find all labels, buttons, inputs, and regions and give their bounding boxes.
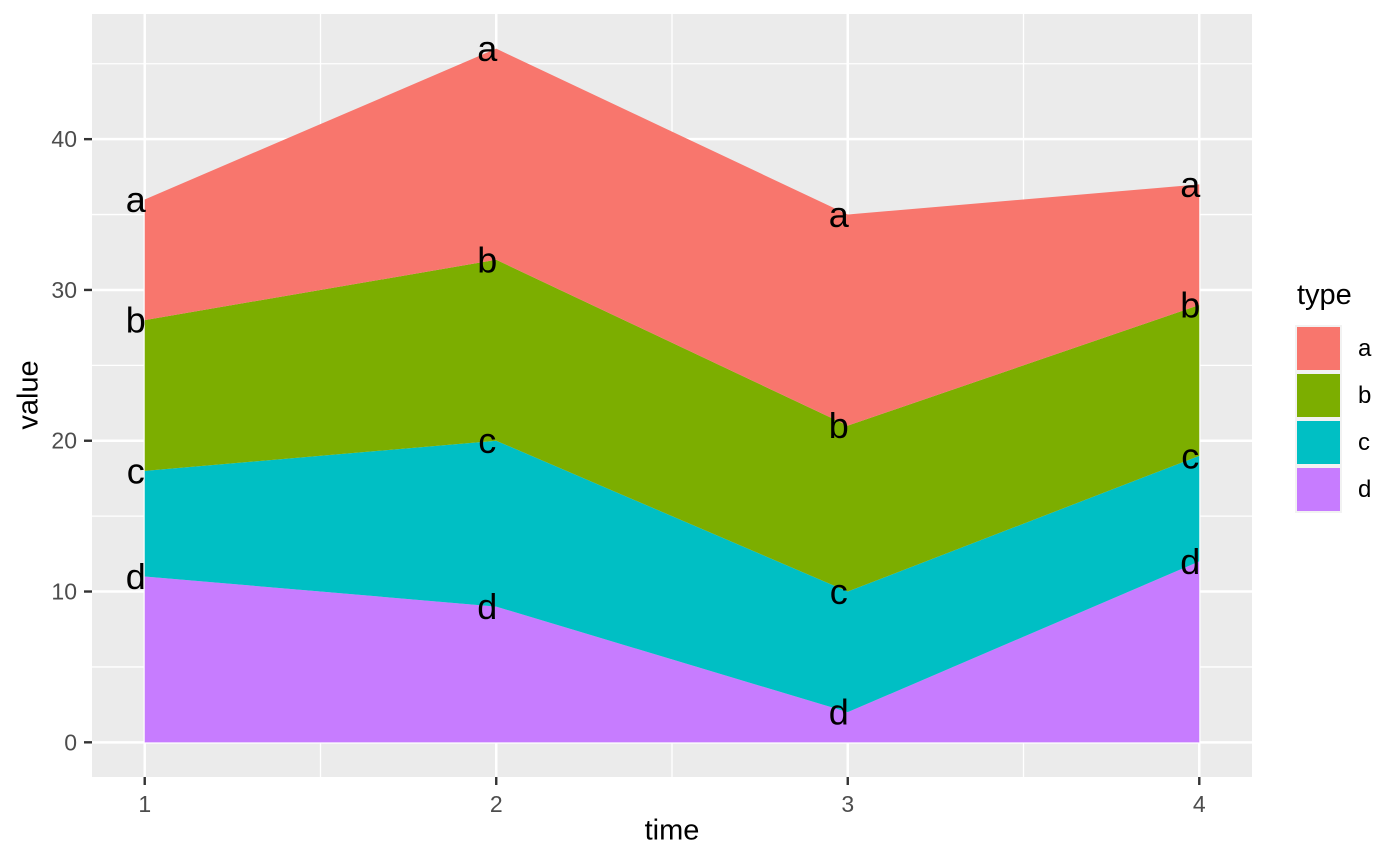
legend-key-swatch [1297, 327, 1340, 370]
point-label-d: d [126, 556, 146, 597]
y-axis-title: value [12, 360, 45, 430]
legend-item-a: a [1297, 327, 1371, 370]
point-label-d: d [1180, 541, 1200, 582]
point-label-d: d [829, 692, 849, 733]
area-a [144, 48, 1200, 426]
legend-item-label: c [1358, 428, 1370, 456]
y-tick-label: 40 [51, 126, 77, 152]
point-label-b: b [126, 300, 146, 341]
legend-item-label: b [1358, 381, 1372, 409]
legend-item-b: b [1297, 374, 1371, 417]
point-label-b: b [1180, 285, 1200, 326]
point-label-b: b [477, 239, 497, 280]
x-tick-label: 3 [841, 791, 854, 817]
point-label-a: a [126, 179, 147, 220]
point-label-c: c [830, 571, 848, 612]
legend-key-swatch [1297, 374, 1340, 417]
y-tick-label: 0 [64, 729, 77, 755]
y-tick-label: 10 [51, 579, 77, 605]
x-tick-label: 1 [138, 791, 151, 817]
y-tick-label: 20 [51, 428, 77, 454]
area-c [144, 440, 1200, 713]
area-d [144, 561, 1200, 743]
legend-item-label: d [1358, 475, 1372, 503]
y-tick-label: 30 [51, 277, 77, 303]
x-axis-title: time [644, 814, 700, 847]
point-label-a: a [829, 194, 850, 235]
legend-item-d: d [1297, 468, 1371, 511]
point-label-c: c [478, 420, 496, 461]
point-label-c: c [1181, 435, 1199, 476]
area-b [144, 259, 1200, 592]
legend-item-label: a [1358, 334, 1372, 362]
legend-key-swatch [1297, 468, 1340, 511]
point-label-b: b [829, 405, 849, 446]
legend-title: type [1297, 279, 1352, 311]
legend-key-swatch [1297, 421, 1340, 464]
x-tick-label: 4 [1193, 791, 1206, 817]
x-tick-label: 2 [490, 791, 503, 817]
point-label-a: a [477, 28, 498, 69]
point-label-a: a [1180, 164, 1201, 205]
legend-item-c: c [1297, 421, 1371, 464]
point-label-c: c [127, 450, 145, 491]
point-label-d: d [477, 586, 497, 627]
